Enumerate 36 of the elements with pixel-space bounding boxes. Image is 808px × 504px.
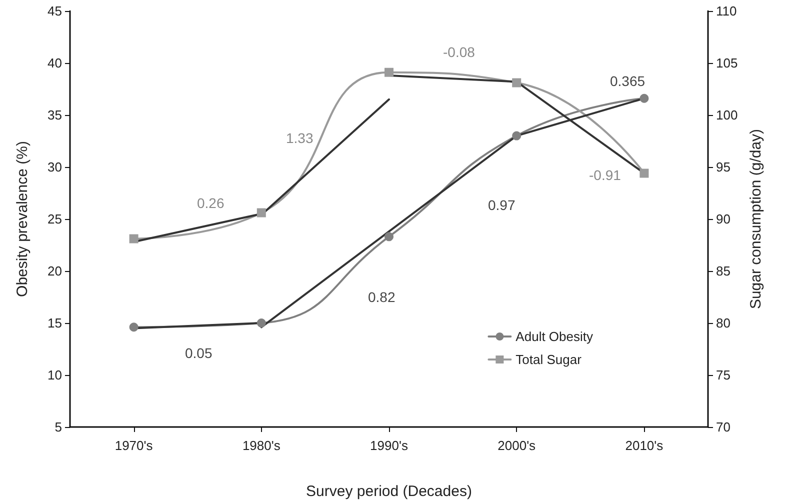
y2-tick-label: 90 — [716, 212, 730, 226]
x-tick-label: 2000's — [498, 438, 536, 453]
y-axis-title: Obesity prevalence (%) — [14, 141, 31, 297]
y-tick-label: 10 — [48, 368, 62, 382]
y2-tick-label: 95 — [716, 160, 730, 174]
y-tick-label: 40 — [48, 56, 62, 70]
y2-tick-label: 85 — [716, 264, 730, 278]
annotation: -0.08 — [443, 44, 476, 60]
annotation: 0.365 — [610, 73, 646, 89]
legend-label: Adult Obesity — [516, 329, 594, 344]
y-tick-label: 15 — [48, 316, 62, 330]
annotation: 0.05 — [185, 345, 212, 361]
legend-label: Total Sugar — [516, 352, 582, 367]
y2-tick-label: 110 — [716, 4, 737, 18]
y2-tick-label: 105 — [716, 56, 738, 70]
annotation: 1.33 — [286, 130, 314, 146]
y2-tick-label: 70 — [716, 420, 730, 434]
x-axis-title: Survey period (Decades) — [306, 483, 472, 500]
y-tick-label: 25 — [48, 212, 62, 226]
y2-tick-label: 80 — [716, 316, 730, 330]
y2-tick-label: 100 — [716, 108, 738, 122]
annotation: -0.91 — [589, 167, 622, 183]
y-tick-label: 20 — [48, 264, 62, 278]
y-tick-label: 45 — [48, 4, 62, 18]
x-tick-label: 1990's — [370, 438, 408, 453]
y2-axis-title: Sugar consumption (g/day) — [748, 128, 765, 310]
x-tick-label: 1980's — [242, 438, 281, 453]
y-tick-label: 35 — [48, 108, 62, 122]
annotation: 0.97 — [488, 197, 516, 213]
x-tick-label: 1970's — [114, 438, 154, 453]
annotation: 0.82 — [368, 289, 396, 305]
x-tick-label: 2010's — [625, 438, 664, 453]
y-tick-label: 30 — [48, 160, 62, 174]
y-tick-label: 5 — [54, 420, 62, 434]
annotation: 0.26 — [197, 195, 224, 211]
y2-tick-label: 75 — [716, 368, 730, 382]
